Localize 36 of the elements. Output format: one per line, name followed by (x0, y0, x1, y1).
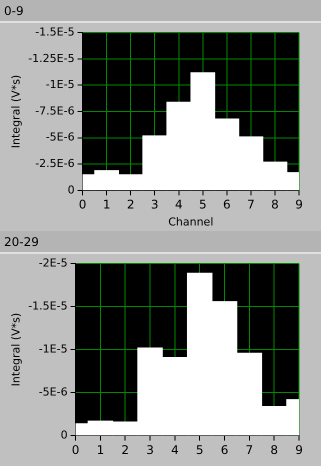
y-tick-label: -1.5E-5 (28, 299, 68, 312)
y-tick-label: -5E-6 (38, 385, 68, 398)
x-tick-label: 4 (171, 442, 179, 457)
x-tick-label: 3 (146, 442, 154, 457)
x-tick-label: 0 (78, 198, 86, 212)
y-tick-label: -2E-5 (38, 256, 68, 270)
y-tick-label: -1.5E-5 (35, 25, 75, 38)
x-tick-label: 8 (270, 442, 278, 457)
x-tick-label: 2 (126, 198, 134, 212)
x-tick-label: 3 (150, 198, 159, 212)
x-tick-label: 4 (174, 198, 183, 212)
x-tick-label: 1 (96, 442, 104, 457)
x-tick-label: 9 (295, 198, 303, 212)
x-tick-label: 5 (196, 442, 204, 457)
chart-title: 20-29 (0, 231, 321, 254)
x-tick-label: 2 (121, 442, 130, 457)
y-tick-label: -7.5E-6 (35, 104, 75, 118)
y-tick-label: -2.5E-6 (35, 156, 75, 170)
y-tick-label: -1E-5 (38, 342, 68, 356)
x-tick-label: 7 (247, 198, 255, 212)
x-axis-title: Channel (168, 215, 214, 228)
y-axis-title: Integral (V*s) (9, 74, 22, 148)
x-tick-label: 8 (271, 198, 279, 212)
y-tick-label: -1.25E-5 (28, 52, 75, 65)
x-tick-label: 6 (220, 442, 228, 457)
x-tick-label: 7 (246, 442, 254, 457)
y-tick-label: 0 (60, 428, 68, 442)
y-tick-label: -5E-6 (46, 130, 75, 144)
chart-title: 0-9 (0, 0, 321, 23)
x-tick-label: 5 (198, 198, 207, 212)
y-tick-label: 0 (68, 183, 75, 196)
x-tick-label: 1 (102, 198, 110, 212)
y-tick-label: -1E-5 (46, 78, 75, 92)
x-tick-label: 9 (295, 442, 303, 457)
y-axis-title: Integral (V*s) (9, 312, 22, 386)
x-tick-label: 6 (223, 198, 231, 212)
